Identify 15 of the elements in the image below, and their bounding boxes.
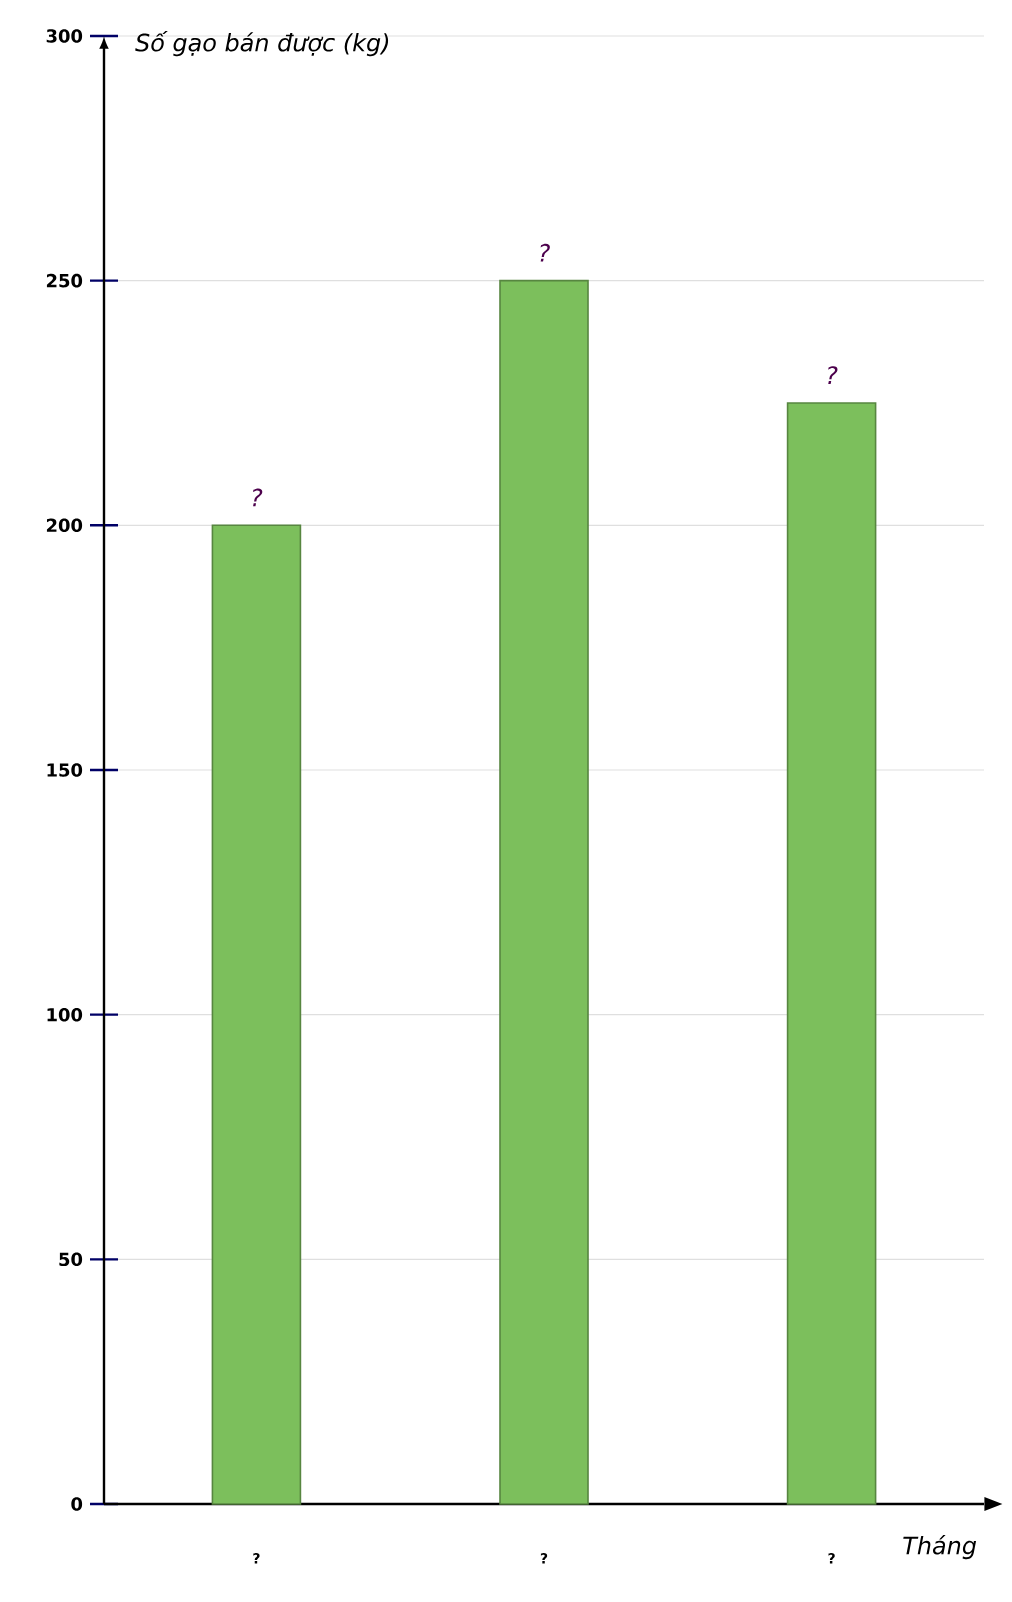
data-label: ? bbox=[253, 488, 263, 507]
bar bbox=[499, 279, 589, 1505]
bar bbox=[211, 524, 302, 1505]
y-tick-label: 250 bbox=[46, 273, 83, 288]
y-tick-label: 150 bbox=[47, 763, 83, 777]
y-tick-label: 200 bbox=[46, 518, 83, 533]
y-axis-title: Số gạo bán được (kg) bbox=[135, 31, 389, 57]
data-label: ? bbox=[828, 366, 838, 384]
bar bbox=[786, 402, 877, 1505]
y-tick-label: 0 bbox=[71, 1497, 83, 1511]
y-tick-label: 300 bbox=[46, 29, 83, 43]
x-axis-title: Tháng bbox=[903, 1535, 977, 1560]
y-tick-label: 50 bbox=[59, 1252, 83, 1267]
y-tick-label: 100 bbox=[47, 1007, 83, 1022]
data-label: ? bbox=[540, 243, 550, 262]
